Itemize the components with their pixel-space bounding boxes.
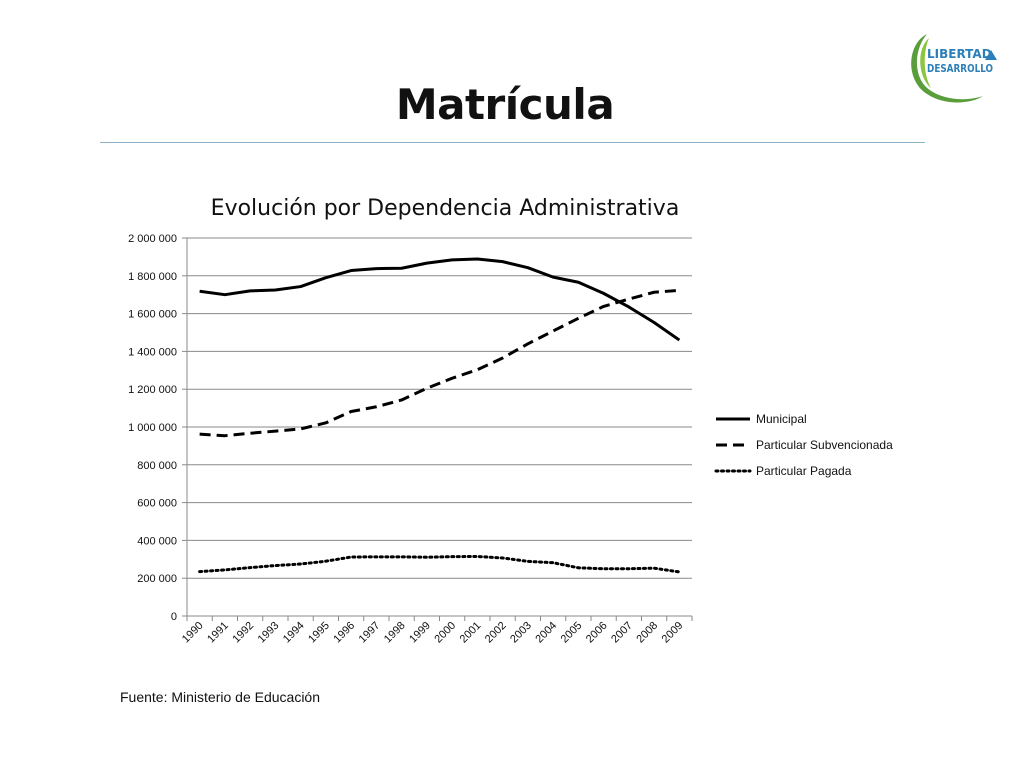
y-tick-label-2: 400 000 bbox=[137, 535, 177, 547]
y-tick-label-1: 200 000 bbox=[137, 573, 177, 585]
logo-text-line1: LIBERTAD bbox=[927, 47, 992, 61]
x-tick-label-1991: 1991 bbox=[205, 620, 231, 646]
y-tick-label-7: 1 400 000 bbox=[128, 346, 177, 358]
y-tick-label-6: 1 200 000 bbox=[128, 384, 177, 396]
x-tick-label-1996: 1996 bbox=[331, 620, 357, 646]
x-tick-label-2001: 2001 bbox=[458, 620, 484, 646]
x-tick-label-2002: 2002 bbox=[483, 620, 509, 646]
x-tick-label-2008: 2008 bbox=[634, 620, 660, 646]
chart-title: Evolución por Dependencia Administrativa bbox=[211, 196, 680, 221]
y-tick-label-4: 800 000 bbox=[137, 460, 177, 472]
y-tick-label-8: 1 600 000 bbox=[128, 309, 177, 321]
mountain-icon bbox=[985, 50, 997, 60]
y-tick-label-5: 1 000 000 bbox=[128, 422, 177, 434]
x-tick-label-2007: 2007 bbox=[609, 620, 635, 646]
x-tick-label-2009: 2009 bbox=[660, 620, 686, 646]
title-divider bbox=[100, 142, 925, 143]
x-tick-label-1995: 1995 bbox=[306, 620, 332, 646]
libertad-desarrollo-logo: LIBERTAD DESARROLLO bbox=[911, 34, 997, 103]
y-tick-label-10: 2 000 000 bbox=[128, 233, 177, 245]
y-tick-label-3: 600 000 bbox=[137, 498, 177, 510]
x-tick-label-2004: 2004 bbox=[533, 620, 559, 646]
x-tick-label-1993: 1993 bbox=[256, 620, 282, 646]
series-line-municipal bbox=[199, 257, 681, 342]
slide-title: Matrícula bbox=[395, 80, 615, 129]
y-tick-label-0: 0 bbox=[171, 611, 177, 623]
legend-label-2: Particular Pagada bbox=[756, 464, 852, 478]
series-line-particular-pagada bbox=[198, 554, 681, 574]
x-tick-label-2000: 2000 bbox=[432, 620, 458, 646]
x-tick-label-1992: 1992 bbox=[230, 620, 256, 646]
legend-label-0: Municipal bbox=[756, 412, 807, 426]
x-tick-label-1997: 1997 bbox=[357, 620, 383, 646]
x-tick-label-1998: 1998 bbox=[382, 620, 408, 646]
x-tick-label-1994: 1994 bbox=[281, 620, 307, 646]
logo-swoosh-inner-icon bbox=[920, 38, 931, 88]
series-line-particular-subvencionada bbox=[199, 288, 680, 438]
x-tick-label-2006: 2006 bbox=[584, 620, 610, 646]
x-tick-label-1990: 1990 bbox=[180, 620, 206, 646]
x-tick-label-2003: 2003 bbox=[508, 620, 534, 646]
legend-label-1: Particular Subvencionada bbox=[756, 438, 893, 452]
logo-text-line2: DESARROLLO bbox=[927, 62, 993, 75]
y-tick-label-9: 1 800 000 bbox=[128, 271, 177, 283]
x-tick-label-1999: 1999 bbox=[407, 620, 433, 646]
source-note: Fuente: Ministerio de Educación bbox=[120, 689, 320, 705]
x-tick-label-2005: 2005 bbox=[559, 620, 585, 646]
